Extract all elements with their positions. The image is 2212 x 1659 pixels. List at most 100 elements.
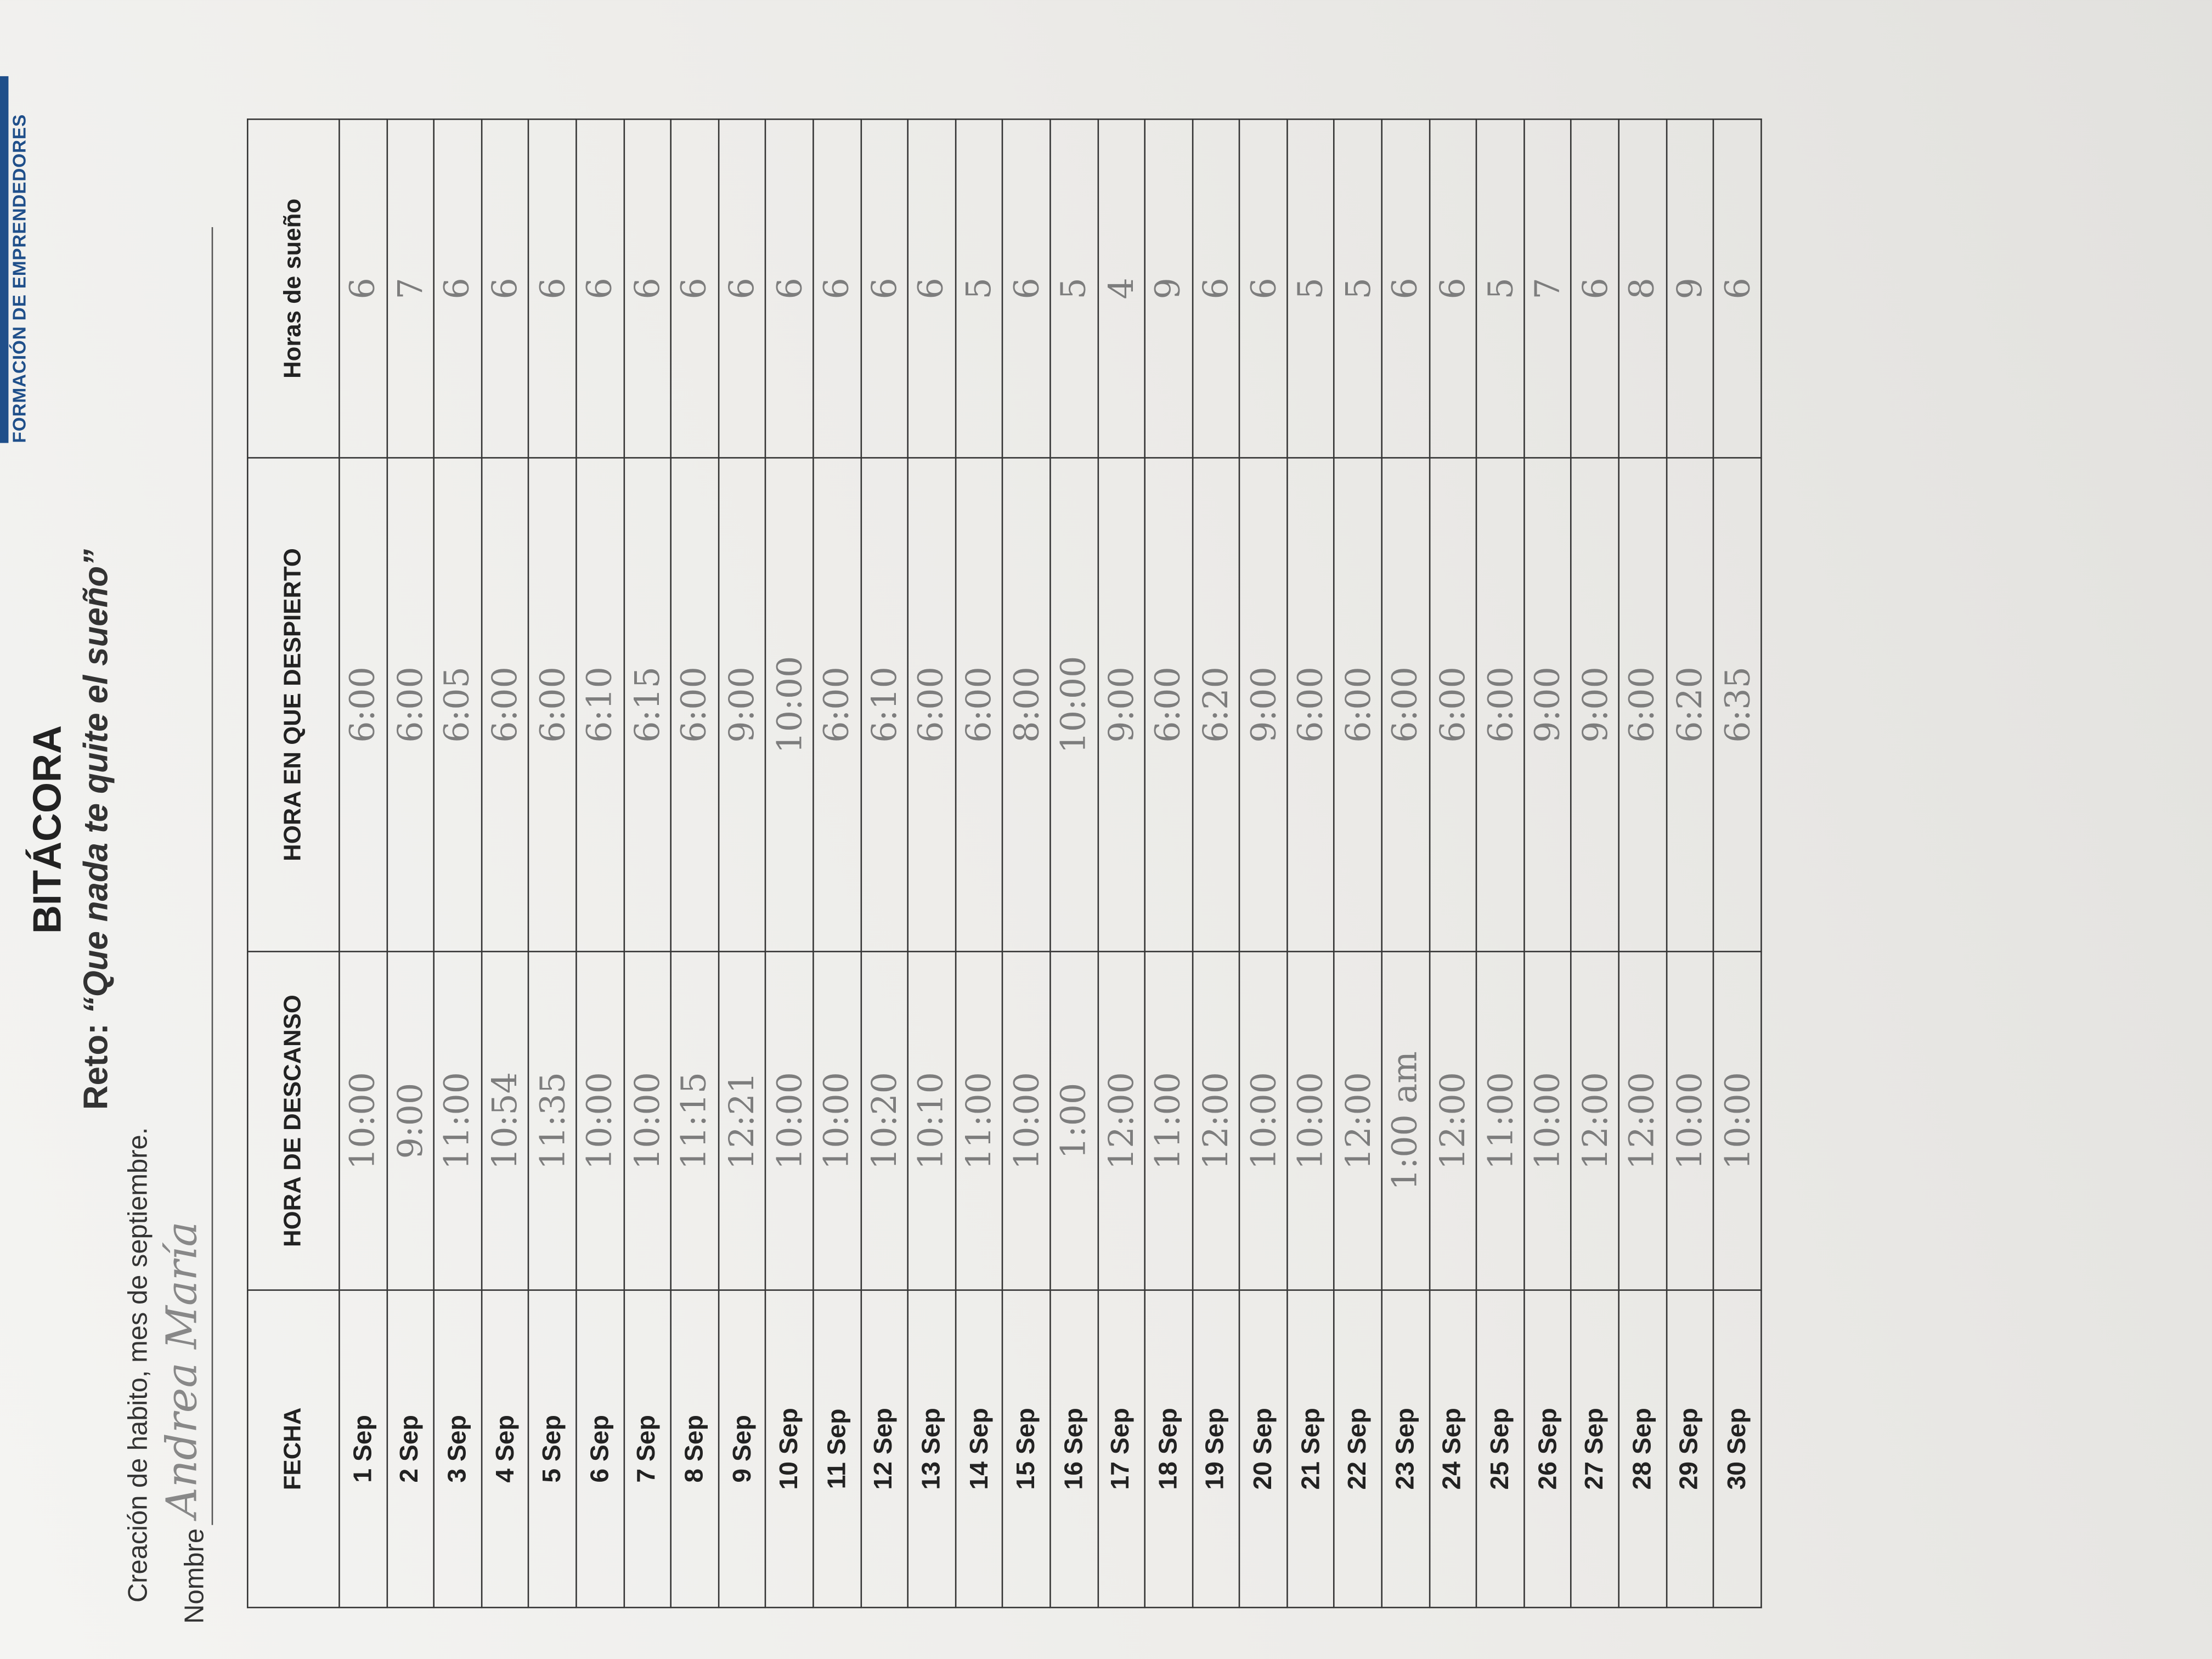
- handwritten-cell: 9:00: [1239, 458, 1288, 952]
- table-row: 29 Sep 10:00 6:20 9: [1666, 119, 1714, 1608]
- handwritten-cell: 6:00: [386, 458, 435, 952]
- date-cell: 21 Sep: [1287, 1290, 1335, 1608]
- date-cell: 7 Sep: [623, 1290, 672, 1608]
- handwritten-cell: 10:10: [908, 951, 956, 1290]
- handwritten-cell: 12:00: [1571, 951, 1619, 1290]
- handwritten-cell: 10:20: [860, 951, 909, 1290]
- table-row: 14 Sep 11:00 6:00 5: [955, 119, 1003, 1608]
- date-cell: 29 Sep: [1666, 1290, 1714, 1608]
- logo-bar: [0, 76, 9, 443]
- date-cell: 13 Sep: [908, 1290, 956, 1608]
- handwritten-cell: 10:00: [765, 951, 814, 1290]
- handwritten-cell: 6:10: [576, 458, 624, 952]
- handwritten-cell: 6: [671, 119, 719, 458]
- table-row: 12 Sep 10:20 6:10 6: [860, 119, 909, 1608]
- date-cell: 11 Sep: [813, 1290, 861, 1608]
- table-row: 5 Sep 11:35 6:00 6: [528, 119, 577, 1608]
- table-row: 11 Sep 10:00 6:00 6: [813, 119, 861, 1608]
- handwritten-cell: 6: [718, 119, 766, 458]
- challenge-line: Reto: “Que nada te quite el sueño”: [77, 0, 117, 1659]
- handwritten-cell: 6:00: [481, 458, 529, 952]
- table-row: 7 Sep 10:00 6:15 6: [623, 119, 672, 1608]
- handwritten-cell: 12:00: [1429, 951, 1477, 1290]
- handwritten-cell: 7: [386, 119, 435, 458]
- handwritten-cell: 11:00: [955, 951, 1003, 1290]
- handwritten-cell: 5: [1476, 119, 1524, 458]
- table-row: 2 Sep 9:00 6:00 7: [386, 119, 435, 1608]
- date-cell: 19 Sep: [1192, 1290, 1240, 1608]
- date-cell: 14 Sep: [955, 1290, 1003, 1608]
- table-row: 9 Sep 12:21 9:00 6: [718, 119, 766, 1608]
- table-body: 1 Sep 10:00 6:00 6 2 Sep 9:00 6:00 7 3 Sep 11:00 6…: [339, 119, 1761, 1608]
- handwritten-cell: 8: [1618, 119, 1667, 458]
- challenge-text: “Que nada te quite el sueño”: [77, 549, 116, 1014]
- handwritten-cell: 6: [1192, 119, 1240, 458]
- handwritten-cell: 6: [1571, 119, 1619, 458]
- handwritten-cell: 6:00: [671, 458, 719, 952]
- challenge-label: Reto:: [77, 1023, 116, 1110]
- handwritten-name: Andrea María: [157, 1221, 207, 1518]
- handwritten-cell: 6: [1002, 119, 1051, 458]
- header-row: FECHA HORA DE DESCANSO HORA EN QUE DESPIER…: [247, 119, 340, 1608]
- handwritten-cell: 10:00: [623, 951, 672, 1290]
- name-label: Nombre: [180, 1528, 211, 1624]
- table-row: 15 Sep 10:00 8:00 6: [1002, 119, 1051, 1608]
- handwritten-cell: 6: [1381, 119, 1430, 458]
- name-line: [211, 227, 213, 1525]
- handwritten-cell: 6: [1239, 119, 1288, 458]
- handwritten-cell: 6: [765, 119, 814, 458]
- handwritten-cell: 6:15: [623, 458, 672, 952]
- handwritten-cell: 12:00: [1097, 951, 1145, 1290]
- handwritten-cell: 6: [623, 119, 672, 458]
- handwritten-cell: 10:00: [1287, 951, 1335, 1290]
- handwritten-cell: 12:00: [1334, 951, 1382, 1290]
- handwritten-cell: 6: [339, 119, 387, 458]
- table-row: 21 Sep 10:00 6:00 5: [1287, 119, 1335, 1608]
- table-row: 27 Sep 12:00 9:00 6: [1571, 119, 1619, 1608]
- handwritten-cell: 6:00: [955, 458, 1003, 952]
- handwritten-cell: 6:00: [1287, 458, 1335, 952]
- handwritten-cell: 6:05: [434, 458, 482, 952]
- handwritten-cell: 10:00: [576, 951, 624, 1290]
- date-cell: 15 Sep: [1002, 1290, 1051, 1608]
- handwritten-cell: 6:00: [528, 458, 577, 952]
- table-row: 8 Sep 11:15 6:00 6: [671, 119, 719, 1608]
- date-cell: 27 Sep: [1571, 1290, 1619, 1608]
- handwritten-cell: 6:00: [1618, 458, 1667, 952]
- table-row: 16 Sep 1:00 10:00 5: [1050, 119, 1098, 1608]
- handwritten-cell: 6: [908, 119, 956, 458]
- handwritten-cell: 11:35: [528, 951, 577, 1290]
- table-row: 17 Sep 12:00 9:00 4: [1097, 119, 1145, 1608]
- handwritten-cell: 8:00: [1002, 458, 1051, 952]
- handwritten-cell: 6:00: [339, 458, 387, 952]
- handwritten-cell: 6:00: [1144, 458, 1193, 952]
- date-cell: 16 Sep: [1050, 1290, 1098, 1608]
- date-cell: 23 Sep: [1381, 1290, 1430, 1608]
- table-row: 4 Sep 10:54 6:00 6: [481, 119, 529, 1608]
- table-row: 25 Sep 11:00 6:00 5: [1476, 119, 1524, 1608]
- date-cell: 24 Sep: [1429, 1290, 1477, 1608]
- handwritten-cell: 10:00: [765, 458, 814, 952]
- handwritten-cell: 4: [1097, 119, 1145, 458]
- table-row: 23 Sep 1:00 am 6:00 6: [1381, 119, 1430, 1608]
- handwritten-cell: 6:00: [1381, 458, 1430, 952]
- handwritten-cell: 6:00: [813, 458, 861, 952]
- date-cell: 20 Sep: [1239, 1290, 1288, 1608]
- column-header: HORA EN QUE DESPIERTO: [247, 458, 340, 952]
- date-cell: 22 Sep: [1334, 1290, 1382, 1608]
- table-row: 10 Sep 10:00 10:00 6: [765, 119, 814, 1608]
- handwritten-cell: 6: [860, 119, 909, 458]
- column-header: Horas de sueño: [247, 119, 340, 458]
- table-row: 19 Sep 12:00 6:20 6: [1192, 119, 1240, 1608]
- handwritten-cell: 10:00: [1666, 951, 1714, 1290]
- handwritten-cell: 12:00: [1618, 951, 1667, 1290]
- handwritten-cell: 6:00: [1334, 458, 1382, 952]
- handwritten-cell: 9: [1144, 119, 1193, 458]
- date-cell: 8 Sep: [671, 1290, 719, 1608]
- handwritten-cell: 6:20: [1192, 458, 1240, 952]
- date-cell: 4 Sep: [481, 1290, 529, 1608]
- handwritten-cell: 6:00: [1429, 458, 1477, 952]
- handwritten-cell: 5: [955, 119, 1003, 458]
- handwritten-cell: 1:00 am: [1381, 951, 1430, 1290]
- table-row: 22 Sep 12:00 6:00 5: [1334, 119, 1382, 1608]
